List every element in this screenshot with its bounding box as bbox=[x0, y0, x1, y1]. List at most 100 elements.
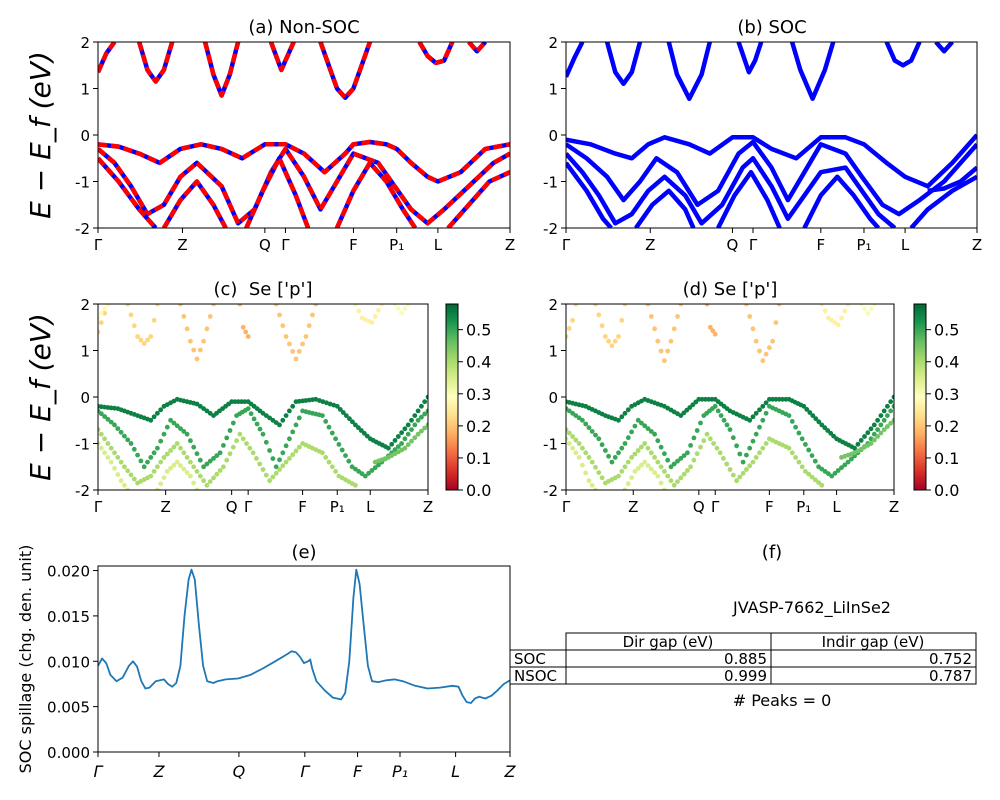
projection-point bbox=[744, 452, 749, 458]
projection-point bbox=[204, 461, 210, 467]
projection-point bbox=[260, 467, 266, 472]
projection-point bbox=[747, 417, 753, 423]
projection-point bbox=[685, 450, 690, 456]
projection-point bbox=[174, 423, 180, 429]
band-line-nonsoc bbox=[98, 156, 158, 228]
projection-point bbox=[128, 472, 134, 478]
band-line bbox=[934, 42, 954, 54]
projection-point bbox=[632, 423, 638, 429]
y-tick-label: -1 bbox=[75, 436, 90, 454]
projection-point bbox=[250, 450, 256, 456]
projection-point bbox=[171, 444, 177, 450]
projection-point bbox=[197, 347, 203, 353]
projection-point bbox=[181, 466, 187, 472]
projection-point bbox=[290, 429, 296, 435]
projection-point bbox=[773, 320, 779, 325]
projection-point bbox=[645, 445, 651, 451]
colorbar-tick-label: 0.5 bbox=[466, 321, 491, 340]
projection-point bbox=[353, 304, 358, 307]
projection-point bbox=[405, 304, 411, 307]
projection-point bbox=[878, 430, 884, 436]
projection-point bbox=[164, 469, 170, 474]
projection-point bbox=[178, 426, 183, 431]
projection-point bbox=[619, 317, 625, 323]
x-tick-label: P₁ bbox=[392, 762, 408, 781]
projection-point bbox=[155, 464, 160, 470]
projection-point bbox=[875, 434, 880, 439]
y-tick-label: -2 bbox=[75, 482, 90, 500]
y-tick-label: 0.020 bbox=[47, 563, 90, 581]
projection-point bbox=[251, 416, 257, 422]
projection-point bbox=[891, 394, 894, 400]
projection-point bbox=[283, 413, 289, 418]
projection-point bbox=[257, 461, 263, 467]
projection-point bbox=[115, 426, 121, 431]
projection-point bbox=[671, 461, 677, 467]
projection-point bbox=[810, 413, 816, 418]
projection-point bbox=[395, 444, 401, 449]
panel-f-title: (f) bbox=[762, 542, 782, 563]
projection-point bbox=[105, 455, 111, 460]
projection-point bbox=[593, 432, 598, 438]
projection-point bbox=[310, 312, 315, 318]
projection-point bbox=[714, 445, 720, 451]
projection-point bbox=[283, 443, 289, 449]
projection-point bbox=[622, 487, 628, 490]
projection-point bbox=[197, 457, 203, 463]
panel-b-plot-area bbox=[566, 42, 977, 228]
projection-point bbox=[118, 478, 124, 484]
projection-point bbox=[254, 456, 259, 461]
y-tick-label: 0 bbox=[548, 389, 558, 407]
projection-point bbox=[372, 465, 378, 471]
y-tick-label: 2 bbox=[548, 34, 558, 52]
panel-d-plot-area bbox=[566, 304, 894, 490]
projection-point bbox=[629, 429, 634, 435]
projection-point bbox=[717, 450, 723, 456]
projection-point bbox=[773, 396, 779, 402]
panel-d-frame bbox=[565, 303, 895, 491]
projection-point bbox=[648, 466, 654, 472]
projection-point bbox=[168, 417, 173, 423]
projection-point bbox=[224, 457, 230, 463]
x-tick-label: Γ bbox=[94, 762, 104, 781]
projection-point bbox=[221, 464, 226, 470]
projection-point bbox=[419, 403, 424, 409]
projection-point bbox=[875, 417, 880, 423]
projection-point bbox=[871, 422, 877, 428]
projection-point bbox=[151, 469, 157, 474]
projection-point bbox=[112, 465, 117, 471]
projection-point bbox=[267, 415, 272, 421]
projection-point bbox=[888, 420, 894, 426]
projection-point bbox=[155, 445, 160, 451]
projection-point bbox=[280, 323, 286, 329]
table-cell bbox=[770, 666, 977, 685]
projection-point bbox=[191, 444, 197, 450]
projection-point bbox=[652, 326, 657, 332]
x-tick-label: Γ bbox=[244, 498, 253, 516]
projection-point bbox=[566, 334, 569, 339]
projection-point bbox=[333, 436, 338, 442]
projection-point bbox=[770, 338, 775, 344]
table-column-header: Dir gap (eV) bbox=[623, 633, 714, 651]
projection-point bbox=[293, 356, 299, 362]
table-column-header: Indir gap (eV) bbox=[822, 633, 925, 651]
projection-point bbox=[573, 450, 579, 456]
projection-point bbox=[835, 468, 841, 473]
projection-point bbox=[105, 441, 111, 446]
projection-point bbox=[402, 306, 408, 312]
projection-point bbox=[757, 450, 762, 456]
projection-point bbox=[326, 459, 332, 465]
projection-point bbox=[573, 304, 579, 307]
projection-point bbox=[277, 457, 282, 463]
colorbar-tick-label: 0.2 bbox=[934, 417, 959, 436]
projection-point bbox=[603, 448, 608, 453]
projection-point bbox=[662, 487, 667, 490]
x-tick-label: Γ bbox=[749, 236, 758, 254]
y-tick-label: -1 bbox=[543, 436, 558, 454]
projection-point bbox=[829, 473, 835, 479]
projection-point bbox=[131, 446, 137, 452]
projection-point bbox=[415, 417, 421, 423]
x-tick-label: F bbox=[765, 498, 774, 516]
